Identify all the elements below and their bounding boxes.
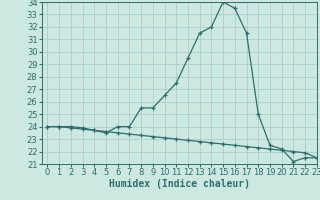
X-axis label: Humidex (Indice chaleur): Humidex (Indice chaleur) [109,179,250,189]
